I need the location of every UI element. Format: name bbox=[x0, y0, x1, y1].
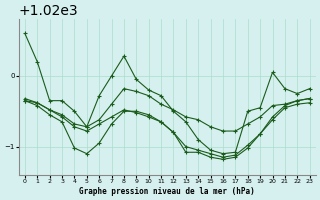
X-axis label: Graphe pression niveau de la mer (hPa): Graphe pression niveau de la mer (hPa) bbox=[79, 187, 255, 196]
